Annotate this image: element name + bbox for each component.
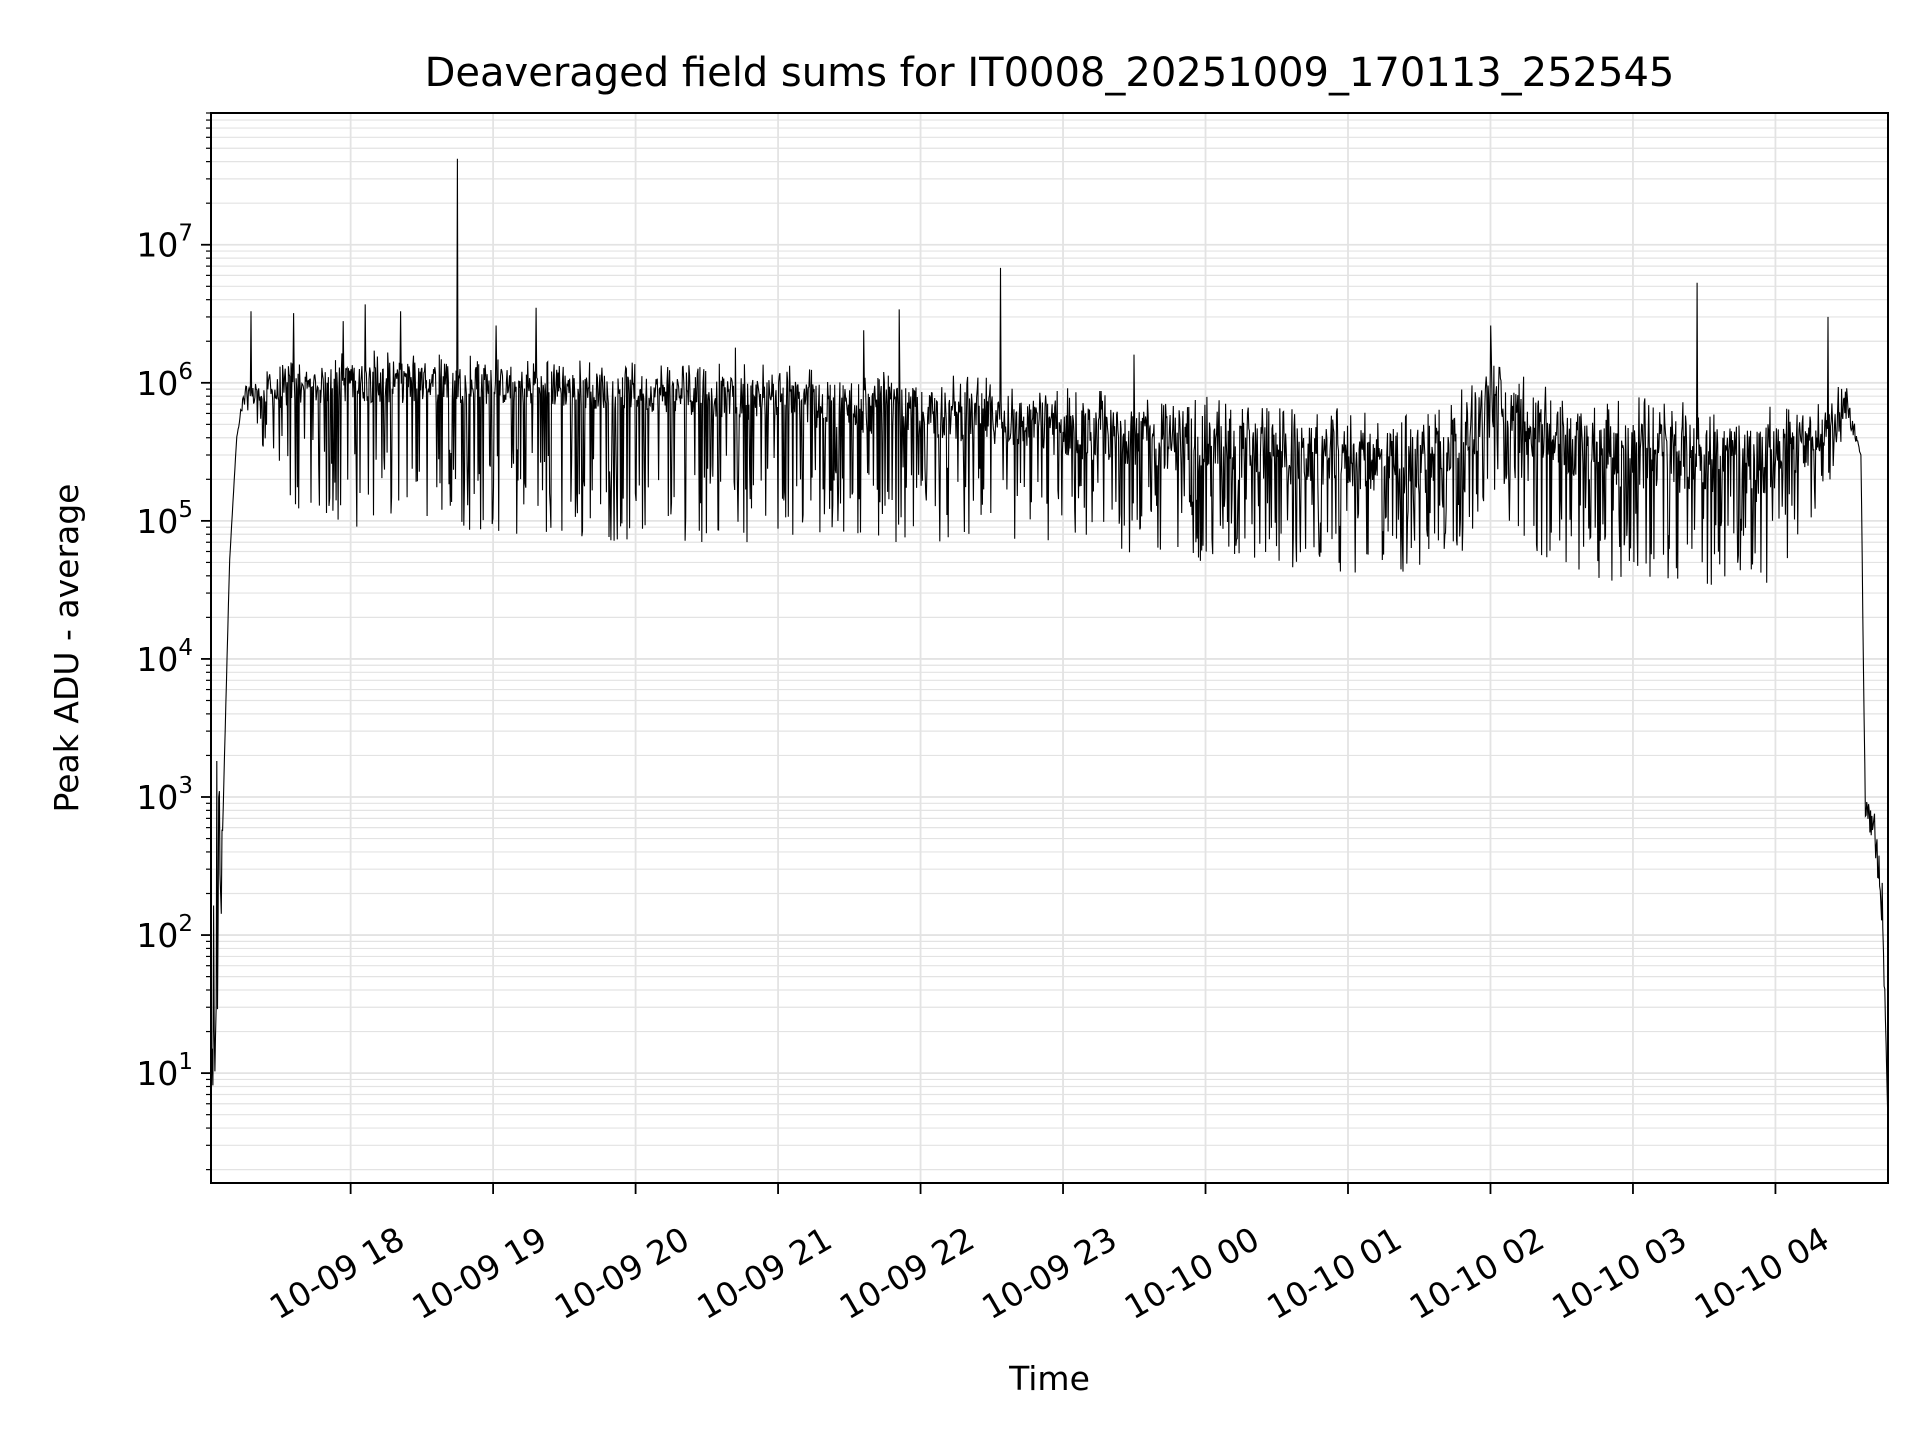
y-tick-label: 107 — [136, 221, 193, 265]
y-tick-base: 10 — [136, 640, 178, 679]
y-tick-exponent: 1 — [178, 1049, 193, 1075]
y-tick-label: 103 — [136, 773, 193, 817]
series-line — [210, 158, 1889, 1146]
y-tick-label: 102 — [136, 911, 193, 955]
y-tick-label: 106 — [136, 359, 193, 403]
y-tick-label: 105 — [136, 497, 193, 541]
y-tick-exponent: 7 — [178, 221, 193, 247]
y-axis-label: Peak ADU - average — [47, 484, 86, 813]
y-tick-exponent: 2 — [178, 911, 193, 937]
y-tick-base: 10 — [136, 502, 178, 541]
y-tick-label: 101 — [136, 1049, 193, 1093]
y-tick-base: 10 — [136, 226, 178, 265]
grid-lines — [211, 112, 1888, 1183]
y-tick-exponent: 3 — [178, 773, 193, 799]
y-tick-base: 10 — [136, 364, 178, 403]
y-tick-exponent: 6 — [178, 359, 193, 385]
y-tick-exponent: 5 — [178, 497, 193, 523]
y-tick-exponent: 4 — [178, 635, 193, 661]
y-tick-label: 104 — [136, 635, 193, 679]
y-tick-base: 10 — [136, 916, 178, 955]
plot-frame — [210, 112, 1889, 1184]
chart-title: Deaveraged field sums for IT0008_2025100… — [425, 50, 1675, 96]
y-tick-base: 10 — [136, 1054, 178, 1093]
x-axis-label: Time — [1008, 1359, 1090, 1398]
data-series — [210, 158, 1889, 1146]
y-tick-base: 10 — [136, 778, 178, 817]
